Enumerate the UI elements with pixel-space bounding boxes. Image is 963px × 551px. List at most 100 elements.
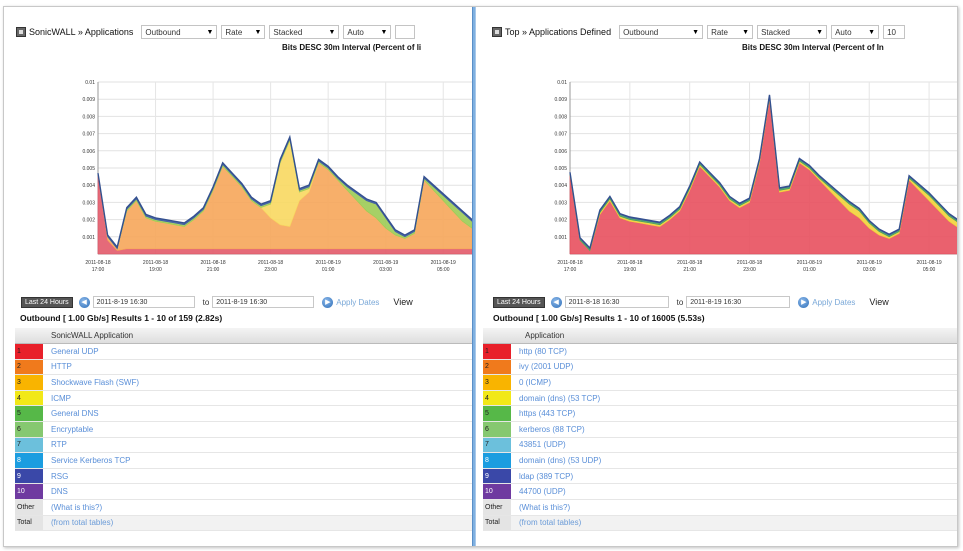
y-tick-label: 0.007: [554, 132, 567, 138]
y-tick-label: 0.001: [82, 235, 95, 241]
column-header-application[interactable]: Application: [525, 331, 565, 340]
row-number-swatch: 8: [483, 453, 511, 468]
table-row: 2 ivy (2001 UDP): [483, 359, 957, 376]
left-toolbar: SonicWALL » Applications Outbound ▼ Rate ▼…: [16, 24, 472, 40]
application-link[interactable]: General DNS: [51, 409, 99, 419]
column-header-application[interactable]: SonicWALL Application: [51, 331, 134, 340]
end-date-input[interactable]: 2011-8-19 16:30: [212, 296, 315, 308]
right-report-title: Top » Applications Defined: [505, 27, 612, 37]
x-tick-label: 23:00: [743, 267, 756, 273]
metric-dropdown[interactable]: Rate ▼: [221, 25, 266, 39]
application-link[interactable]: Encryptable: [51, 424, 94, 434]
application-link[interactable]: Service Kerberos TCP: [51, 455, 131, 465]
total-tables-link[interactable]: (from total tables): [51, 518, 114, 528]
application-link[interactable]: RSG: [51, 471, 69, 481]
application-link[interactable]: RTP: [51, 440, 67, 450]
end-date-input[interactable]: 2011-8-19 16:30: [686, 296, 791, 308]
direction-dropdown[interactable]: Outbound ▼: [141, 25, 218, 39]
application-link[interactable]: http (80 TCP): [519, 346, 567, 356]
application-link[interactable]: kerberos (88 TCP): [519, 424, 585, 434]
application-link[interactable]: Shockwave Flash (SWF): [51, 377, 140, 387]
table-row: 8 domain (dns) (53 UDP): [483, 453, 957, 469]
chevron-down-icon: ▼: [692, 28, 700, 36]
y-tick-label: 0.01: [557, 80, 567, 86]
panel-divider[interactable]: [472, 7, 476, 546]
report-icon[interactable]: [492, 27, 502, 37]
report-icon[interactable]: [16, 27, 26, 37]
chevron-down-icon: ▼: [816, 28, 824, 36]
table-row: 7 RTP: [15, 437, 472, 454]
application-link[interactable]: https (443 TCP): [519, 409, 576, 419]
what-is-this-link[interactable]: (What is this?): [51, 502, 103, 512]
y-tick-label: 0.005: [82, 166, 95, 172]
application-link[interactable]: domain (dns) (53 TCP): [519, 393, 601, 403]
previous-period-icon[interactable]: ◀: [78, 296, 90, 308]
application-link[interactable]: 44700 (UDP): [519, 487, 566, 497]
y-tick-label: 0.001: [554, 235, 567, 241]
left-report-title: SonicWALL » Applications: [29, 27, 134, 37]
x-tick-label: 05:00: [923, 267, 936, 273]
chevron-down-icon: ▼: [328, 28, 336, 36]
what-is-this-link[interactable]: (What is this?): [519, 502, 571, 512]
row-number-swatch: 2: [483, 359, 511, 375]
y-tick-label: 0.005: [554, 166, 567, 172]
right-results-summary: Outbound [ 1.00 Gb/s] Results 1 - 10 of …: [493, 313, 705, 323]
y-tick-label: 0.004: [82, 183, 95, 189]
application-link[interactable]: 43851 (UDP): [519, 440, 566, 450]
view-link[interactable]: View: [393, 297, 413, 307]
application-link[interactable]: ICMP: [51, 393, 71, 403]
apply-dates-link[interactable]: Apply Dates: [812, 297, 856, 307]
series-top-line: [97, 134, 472, 249]
chevron-down-icon: ▼: [254, 28, 262, 36]
application-link[interactable]: ldap (389 TCP): [519, 471, 574, 481]
next-period-icon[interactable]: ▶: [798, 296, 810, 308]
x-tick-label: 17:00: [564, 267, 577, 273]
last-24-hours-button[interactable]: Last 24 Hours: [21, 296, 73, 308]
x-tick-label: 19:00: [149, 267, 162, 273]
right-date-bar: Last 24 Hours ◀ 2011-8-18 16:30 to 2011-…: [493, 295, 957, 309]
count-dropdown[interactable]: [395, 25, 416, 39]
table-row: 6 Encryptable: [15, 421, 472, 438]
graph-type-dropdown[interactable]: Stacked ▼: [269, 25, 340, 39]
x-tick-label: 2011-08-19: [316, 260, 341, 266]
start-date-input[interactable]: 2011-8-18 16:30: [564, 296, 669, 308]
table-row: 9 ldap (389 TCP): [483, 468, 957, 485]
y-tick-label: 0.009: [554, 97, 567, 103]
x-tick-label: 2011-08-19: [916, 260, 941, 266]
left-applications-table: SonicWALL Application 1 General UDP 2 HTTP 3…: [15, 328, 472, 532]
interval-dropdown[interactable]: Auto ▼: [831, 25, 880, 39]
y-tick-label: 0.008: [554, 114, 567, 120]
previous-period-icon[interactable]: ◀: [550, 296, 562, 308]
interval-dropdown[interactable]: Auto ▼: [343, 25, 392, 39]
y-tick-label: 0.002: [554, 218, 567, 224]
y-tick-label: 0.007: [82, 132, 95, 138]
graph-type-dropdown[interactable]: Stacked ▼: [757, 25, 828, 39]
table-row: 3 Shockwave Flash (SWF): [15, 375, 472, 391]
view-link[interactable]: View: [869, 297, 889, 307]
right-applications-table: Application 1 http (80 TCP) 2 ivy (2001 UDP…: [483, 328, 957, 532]
table-row: 2 HTTP: [15, 359, 472, 376]
application-link[interactable]: General UDP: [51, 346, 99, 356]
last-24-hours-button[interactable]: Last 24 Hours: [493, 296, 545, 308]
x-tick-label: 2011-08-19: [373, 260, 398, 266]
table-row-other: Other (What is this?): [15, 499, 472, 516]
application-link[interactable]: DNS: [51, 487, 68, 497]
application-link[interactable]: 0 (ICMP): [519, 377, 551, 387]
left-date-bar: Last 24 Hours ◀ 2011-8-19 16:30 to 2011-…: [21, 295, 472, 309]
application-link[interactable]: HTTP: [51, 362, 72, 372]
row-number-swatch: 5: [15, 406, 43, 421]
apply-dates-link[interactable]: Apply Dates: [336, 297, 380, 307]
x-tick-label: 01:00: [803, 267, 816, 273]
x-tick-label: 05:00: [437, 267, 450, 273]
application-link[interactable]: ivy (2001 UDP): [519, 362, 574, 372]
x-tick-label: 21:00: [207, 267, 220, 273]
direction-dropdown[interactable]: Outbound ▼: [619, 25, 704, 39]
application-link[interactable]: domain (dns) (53 UDP): [519, 455, 602, 465]
table-row-total: Total (from total tables): [15, 515, 472, 532]
metric-dropdown[interactable]: Rate ▼: [707, 25, 754, 39]
row-number-swatch: 4: [483, 390, 511, 406]
count-dropdown[interactable]: 10: [883, 25, 906, 39]
next-period-icon[interactable]: ▶: [322, 296, 334, 308]
start-date-input[interactable]: 2011-8-19 16:30: [92, 296, 195, 308]
total-tables-link[interactable]: (from total tables): [519, 518, 582, 528]
